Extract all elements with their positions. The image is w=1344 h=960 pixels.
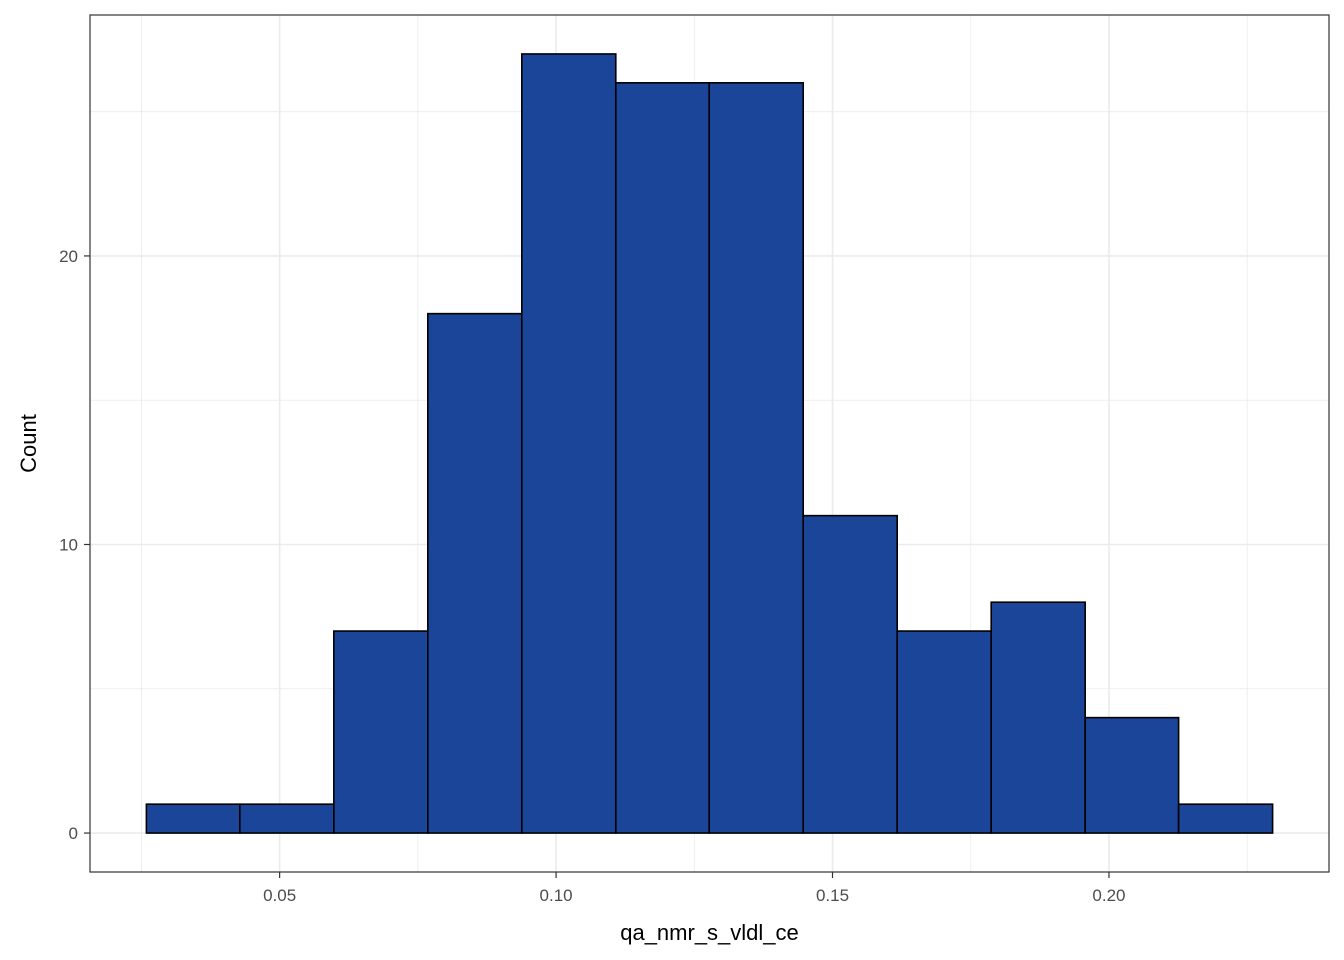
histogram-bar-5 [520, 53, 617, 834]
x-axis-title: qa_nmr_s_vldl_ce [620, 920, 799, 945]
histogram-bar-11 [1084, 716, 1180, 834]
histogram-bar-12 [1177, 803, 1274, 834]
x-axis: 0.05 0.10 0.15 0.20 [263, 872, 1126, 905]
panel-border [89, 14, 1330, 873]
x-tick-label: 0.20 [1092, 886, 1125, 905]
histogram-bar-1 [145, 803, 241, 834]
y-tick-label: 0 [69, 824, 78, 843]
histogram-bar-2 [239, 803, 335, 834]
x-tick-label: 0.10 [540, 886, 573, 905]
y-tick-label: 20 [59, 247, 78, 266]
histogram-bar-8 [802, 514, 899, 834]
histogram-bars [145, 53, 1274, 834]
histogram-bar-4 [427, 312, 523, 834]
histogram-bar-3 [333, 630, 429, 834]
histogram-bar-9 [896, 630, 992, 834]
x-tick-label: 0.05 [263, 886, 296, 905]
y-axis-title: Count [16, 414, 41, 473]
x-tick-label: 0.15 [816, 886, 849, 905]
y-axis: 0 10 20 [59, 247, 90, 843]
y-tick-label: 10 [59, 535, 78, 554]
histogram-bar-10 [990, 601, 1086, 834]
histogram-bar-7 [708, 82, 805, 834]
histogram-bar-6 [614, 82, 711, 834]
